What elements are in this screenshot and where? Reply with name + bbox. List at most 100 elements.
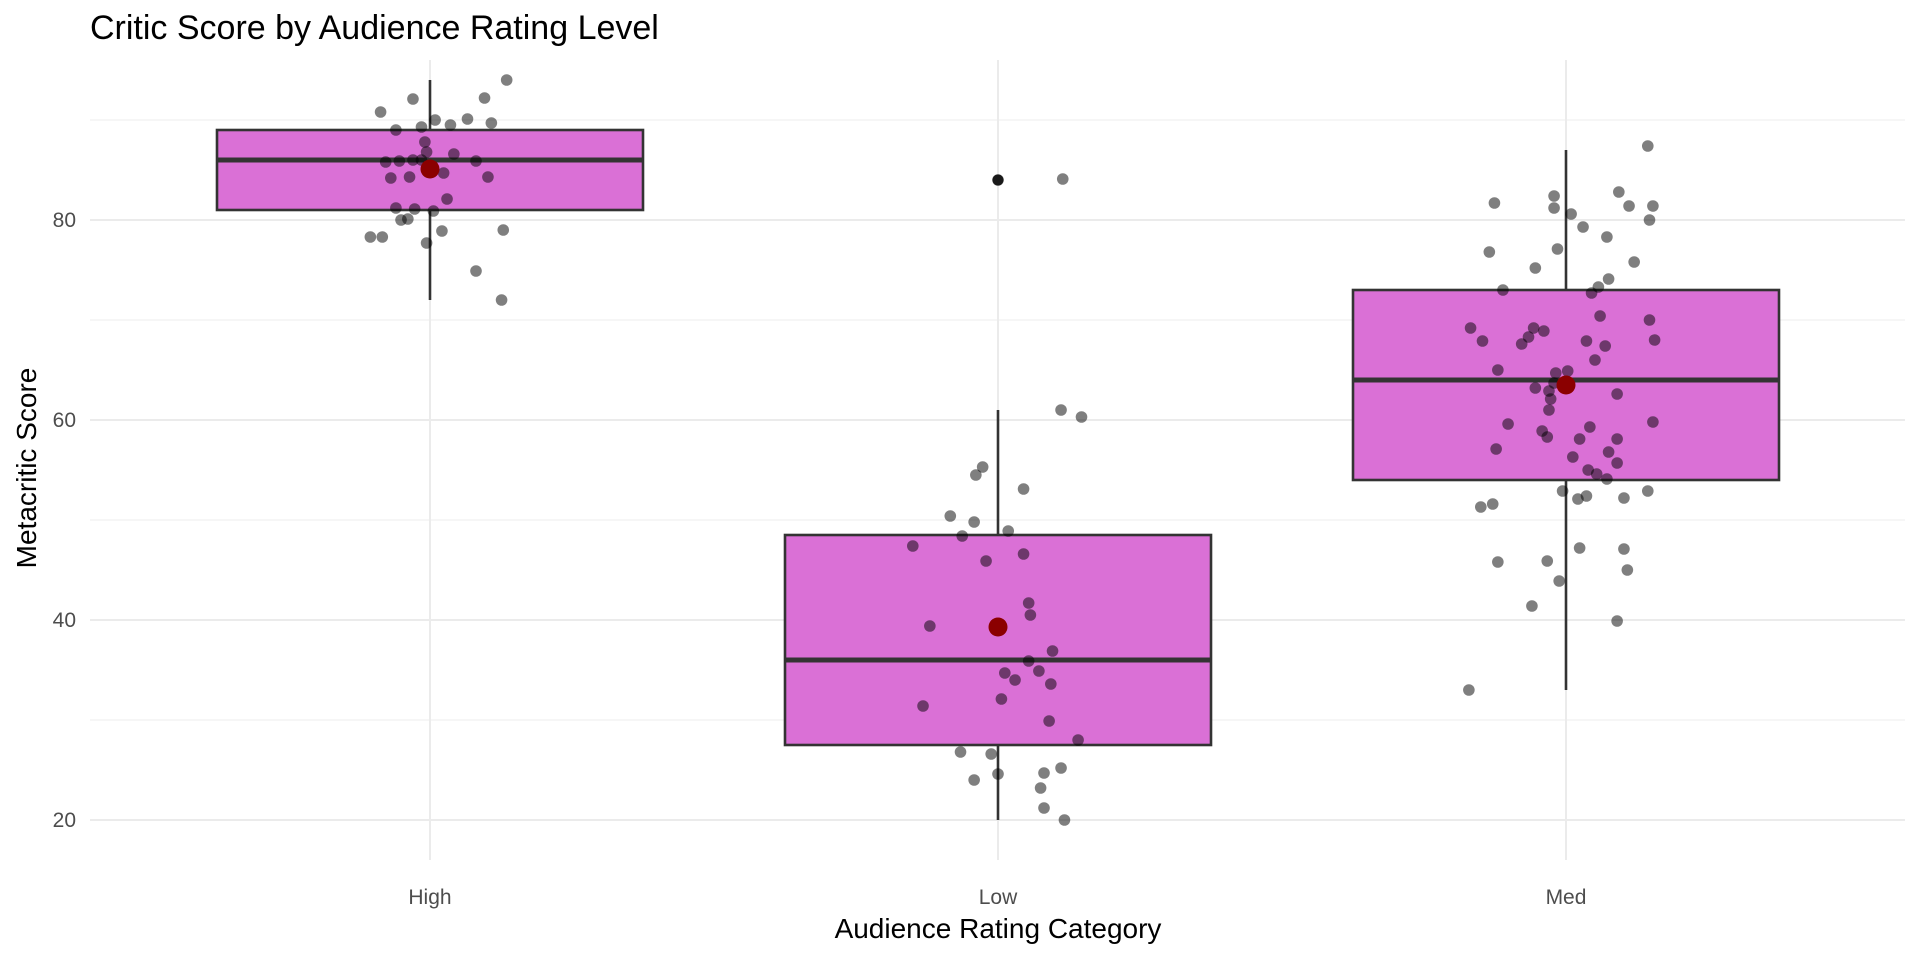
jitter-point (444, 119, 457, 131)
jitter-point (1611, 615, 1623, 627)
jitter-point (1611, 457, 1623, 469)
jitter-point (1577, 221, 1589, 233)
jitter-point (427, 205, 440, 217)
jitter-point (1022, 655, 1035, 667)
jitter-point (407, 93, 419, 105)
jitter-point (478, 92, 491, 104)
jitter-point (1601, 473, 1613, 485)
jitter-point (364, 231, 377, 243)
jitter-point (1585, 287, 1598, 299)
jitter-point (1541, 431, 1554, 443)
jitter-point (1590, 468, 1603, 480)
jitter-point (1075, 411, 1088, 423)
jitter-point (1647, 200, 1659, 212)
jitter-point (1526, 600, 1538, 612)
jitter-point (954, 746, 967, 758)
jitter-point (1502, 418, 1514, 430)
jitter-point (995, 693, 1008, 705)
jitter-point (1553, 575, 1565, 587)
jitter-point (1034, 782, 1047, 794)
jitter-point (407, 154, 419, 166)
jitter-point (376, 231, 389, 243)
jitter-point (1529, 262, 1542, 274)
jitter-point (1602, 273, 1615, 285)
jitter-point (1497, 284, 1509, 296)
jitter-point (1055, 404, 1067, 416)
jitter-point (976, 461, 989, 473)
jitter-point (437, 167, 450, 179)
jitter-point (1594, 310, 1606, 322)
jitter-point (1599, 340, 1611, 352)
jitter-point (390, 124, 402, 136)
y-tick-label: 40 (53, 609, 76, 632)
jitter-point (1643, 214, 1656, 226)
jitter-point (1017, 548, 1030, 560)
jitter-point (1463, 684, 1475, 696)
jitter-point (1621, 564, 1634, 576)
jitter-point (1483, 246, 1496, 258)
x-tick-label: Low (979, 886, 1018, 909)
chart-title: Critic Score by Audience Rating Level (90, 9, 659, 47)
x-tick-label: High (408, 886, 451, 909)
jitter-point (420, 237, 433, 249)
y-tick-labels: 20 40 60 80 (53, 209, 76, 832)
jitter-point (1492, 556, 1504, 568)
jitter-point (429, 114, 441, 126)
means (420, 159, 1576, 637)
jitter-point (1515, 338, 1528, 350)
jitter-point (1043, 715, 1055, 727)
jitter-point (1643, 314, 1656, 326)
jitter-point (992, 768, 1004, 780)
jitter-point (1611, 433, 1623, 445)
box-low (783, 533, 1213, 747)
jitter-point (1056, 173, 1069, 185)
jitter-point (1549, 367, 1562, 379)
jitter-point (1488, 197, 1501, 209)
jitter-point (1628, 256, 1640, 268)
jitter-point (419, 136, 431, 148)
jitter-point (1567, 451, 1579, 463)
jitter-point (1046, 645, 1059, 657)
jitter-point (1024, 609, 1037, 621)
jitter-point (1055, 762, 1067, 774)
jitter-point (385, 172, 397, 184)
jitter-point (1045, 678, 1057, 690)
jitter-point (980, 555, 992, 567)
jitter-point (379, 156, 392, 168)
jitter-point (1565, 208, 1577, 220)
jitter-point (907, 540, 919, 552)
y-axis-title: Metacritic Score (11, 368, 42, 569)
jitter-point (1618, 492, 1630, 504)
jitter-point (448, 148, 460, 160)
jitter-point (1647, 416, 1659, 428)
jitter-point (1476, 335, 1489, 347)
jitter-point (1641, 485, 1654, 497)
jitter-point (482, 171, 494, 183)
jitter-point (1641, 140, 1654, 152)
jitter-point (1543, 404, 1555, 416)
jitter-point (436, 225, 448, 237)
jitter-point (1058, 814, 1071, 826)
jitter-point (1038, 767, 1050, 779)
jitter-point (393, 155, 406, 167)
jitter-point (1009, 674, 1021, 686)
jitter-point (1580, 335, 1593, 347)
jitter-point (1601, 231, 1613, 243)
jitter-point (924, 620, 936, 632)
y-tick-label: 80 (53, 209, 76, 232)
jitter-point (999, 667, 1011, 679)
jitter-point (1038, 802, 1050, 814)
jitter-point (970, 469, 982, 481)
jitter-point (1544, 393, 1557, 405)
jitter-point (497, 224, 510, 236)
jitter-point (1492, 364, 1504, 376)
jitter-point (495, 294, 508, 306)
boxes (215, 128, 1781, 747)
jitter-point (1464, 322, 1477, 334)
jitter-point (1002, 525, 1015, 537)
jitter-point (1623, 200, 1635, 212)
y-tick-label: 60 (53, 409, 76, 432)
jitter-point (461, 113, 474, 125)
jitter-point (1529, 382, 1542, 394)
jitter-point (374, 106, 387, 118)
